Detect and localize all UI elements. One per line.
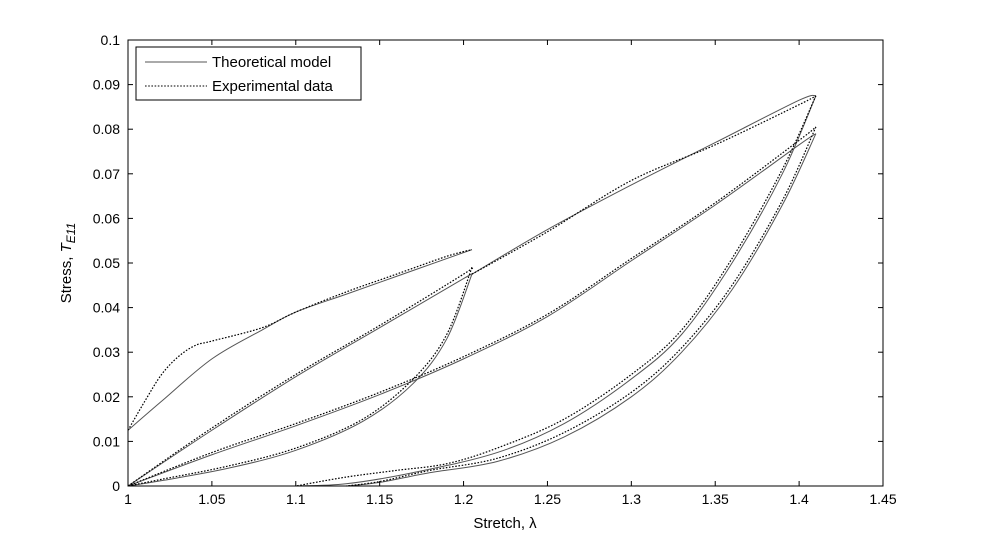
series-experimental-data-curve [295,95,817,487]
series-theoretical-model-curve [346,133,817,487]
series-experimental-data-curve [471,95,817,275]
series-experimental-data-curve [127,126,817,487]
series-experimental-data-curve [127,267,473,487]
y-tick-label: 0 [112,478,120,494]
series-theoretical-model-curve [127,249,473,431]
x-tick-label: 1.3 [622,491,642,507]
x-tick-label: 1.4 [789,491,809,507]
y-tick-label: 0.1 [101,32,121,48]
y-tick-label: 0.07 [93,166,120,182]
legend-box [135,46,362,101]
x-tick-label: 1.35 [702,491,729,507]
series-theoretical-model-curve [127,273,473,487]
y-tick-label: 0.03 [93,344,120,360]
series-experimental-data-curve [127,266,474,487]
x-ticks: 1 1.05 1.1 1.15 1.2 1.25 1.3 1.35 1.4 1.45 [124,40,897,507]
x-tick-label: 1 [124,491,132,507]
y-tick-label: 0.09 [93,77,120,93]
y-tick-label: 0.01 [93,433,120,449]
series-theoretical-model-curve [127,272,474,487]
x-tick-label: 1.15 [366,491,393,507]
legend-label-theoretical: Theoretical model [212,54,331,71]
x-tick-label: 1.05 [198,491,225,507]
x-tick-label: 1.25 [534,491,561,507]
series-experimental-data-curve [346,126,817,487]
y-axis-label-subscript: E11 [64,223,78,243]
legend: Theoretical model Experimental data [135,46,362,101]
x-tick-label: 1.2 [454,491,474,507]
x-axis-label: Stretch, λ [473,515,537,532]
y-tick-label: 0.02 [93,389,120,405]
series-theoretical-model-curve [127,133,817,487]
series-theoretical-model-curve [295,95,817,487]
y-ticks: 0 0.01 0.02 0.03 0.04 0.05 0.06 0.07 0.08 0.09 0.1 [93,32,883,494]
y-tick-label: 0.06 [93,210,120,226]
y-axis-label: Stress, TE11 [58,223,78,304]
y-axis-label-main: Stress, [58,252,75,303]
y-axis-label-symbol: T [58,241,75,252]
x-tick-label: 1.45 [869,491,896,507]
x-tick-label: 1.1 [286,491,306,507]
y-tick-label: 0.05 [93,255,120,271]
plot-curves [127,94,817,487]
series-theoretical-model-curve [471,94,817,275]
y-tick-label: 0.08 [93,121,120,137]
y-tick-label: 0.04 [93,300,120,316]
legend-label-experimental: Experimental data [212,78,334,95]
